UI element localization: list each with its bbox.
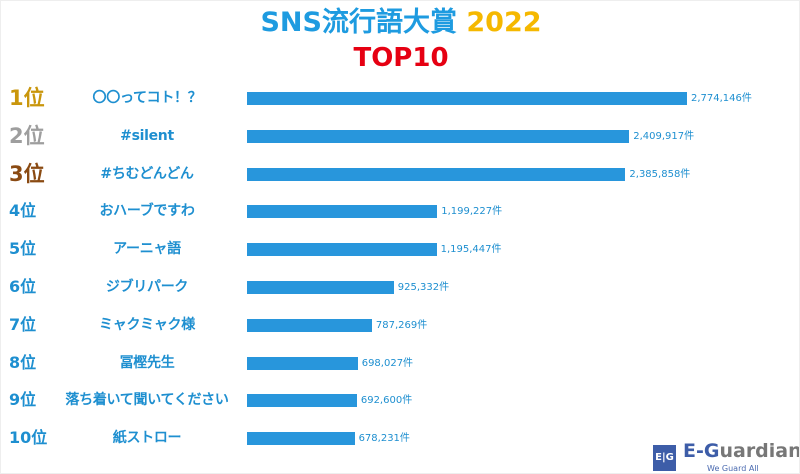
bar xyxy=(247,356,358,370)
chart-subtitle: TOP10 xyxy=(353,43,449,73)
bar xyxy=(247,243,437,257)
category-label: 〇〇ってコト！？ xyxy=(92,90,202,106)
bar xyxy=(247,167,626,181)
value-label: 1,199,227件 xyxy=(441,206,503,218)
bar xyxy=(247,129,630,143)
category-label: 冨樫先生 xyxy=(119,354,175,371)
category-label: 紙ストロー xyxy=(112,430,182,447)
rank-label: 6位 xyxy=(9,277,37,296)
bar xyxy=(247,318,372,332)
brand-logo: E|G xyxy=(653,445,676,471)
category-label: #silent xyxy=(120,127,174,144)
category-label: ジブリパーク xyxy=(105,279,189,295)
brand-name-prefix: E-G xyxy=(683,440,720,462)
bar xyxy=(247,281,394,294)
category-label: ミャクミャク様 xyxy=(99,316,195,333)
chart-title: SNS流行語大賞 2022 xyxy=(1,7,799,39)
value-label: 2,774,146件 xyxy=(691,93,752,104)
rank-label: 3位 xyxy=(9,161,45,186)
brand-tagline: We Guard All xyxy=(707,464,759,473)
value-label: 2,385,858件 xyxy=(629,168,691,180)
value-label: 698,027件 xyxy=(361,357,414,369)
rank-label: 8位 xyxy=(9,352,37,372)
rank-label: 9位 xyxy=(9,390,37,410)
value-label: 692,600件 xyxy=(360,395,413,407)
category-label: 落ち着いて聞いてください xyxy=(65,392,229,409)
value-label: 787,269件 xyxy=(375,319,428,331)
value-label: 678,231件 xyxy=(358,433,410,445)
bar xyxy=(247,92,687,105)
category-label: アーニャ語 xyxy=(113,241,181,258)
title-text: SNS流行語大賞 xyxy=(260,7,457,38)
rank-label: 4位 xyxy=(9,201,37,221)
title-year: 2022 xyxy=(466,7,542,38)
rank-label: 2位 xyxy=(9,123,45,148)
rank-label: 1位 xyxy=(9,86,45,110)
rank-label: 5位 xyxy=(9,239,37,259)
brand-name-suffix: uardian xyxy=(719,440,800,462)
category-label: #ちむどんどん xyxy=(100,165,194,182)
value-label: 1,195,447件 xyxy=(440,244,502,256)
brand-name: E-Guardian xyxy=(683,440,800,462)
value-label: 925,332件 xyxy=(397,282,450,293)
rank-label: 10位 xyxy=(9,428,48,448)
bar xyxy=(247,432,355,446)
rank-label: 7位 xyxy=(9,314,37,334)
value-label: 2,409,917件 xyxy=(633,130,695,142)
bar xyxy=(247,205,438,219)
bar xyxy=(247,394,357,408)
category-label: おハーブですわ xyxy=(99,203,195,220)
